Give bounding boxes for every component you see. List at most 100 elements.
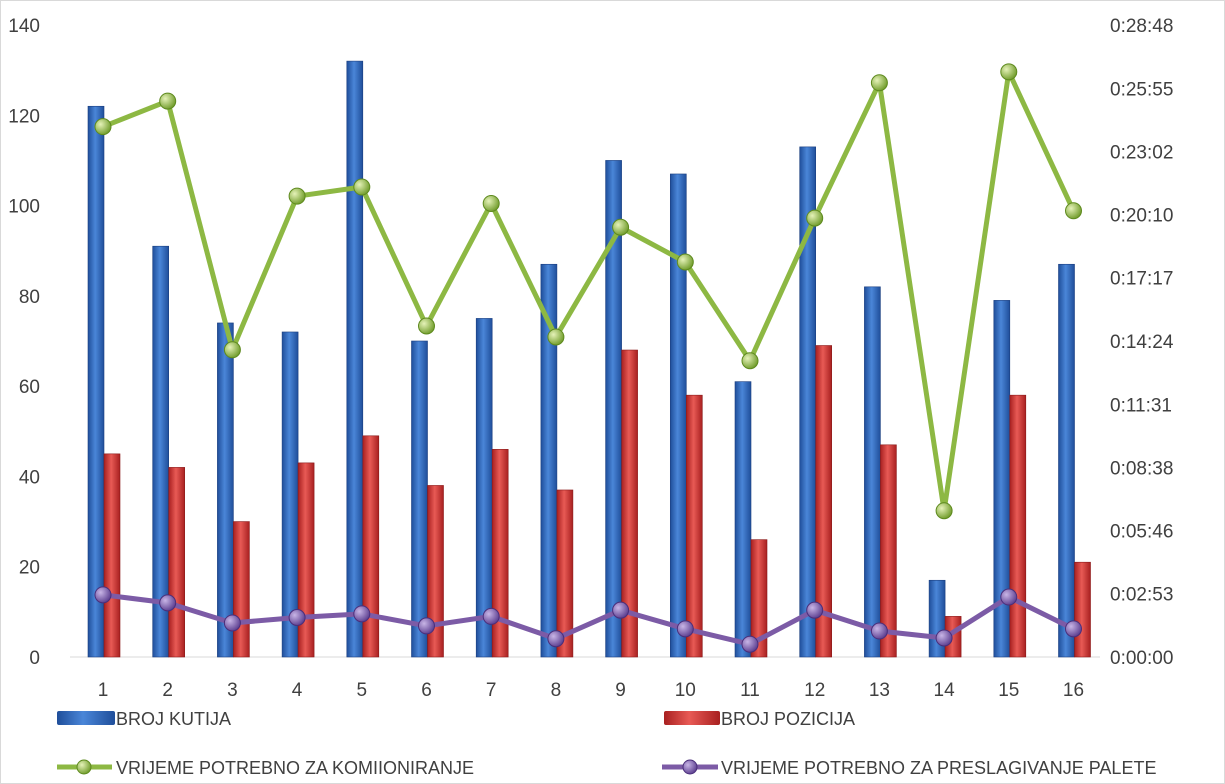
bar-broj-pozicija — [103, 453, 121, 658]
line-komiioniranje — [102, 69, 1076, 514]
x-tick-label: 10 — [675, 680, 696, 701]
legend-item-vrijeme-komiioniranje[interactable]: VRIJEME POTREBNO ZA KOMIIONIRANJE — [57, 758, 474, 778]
bar-broj-pozicija — [750, 539, 768, 658]
y-right-tick-label: 0:17:17 — [1110, 269, 1173, 290]
point-preslagivanje — [94, 586, 112, 604]
point-komiioniranje — [806, 209, 824, 227]
bar-broj-kutija — [217, 322, 234, 658]
point-komiioniranje — [353, 178, 371, 196]
bar-broj-kutija — [152, 245, 169, 658]
point-komiioniranje — [935, 502, 953, 520]
x-tick-label: 4 — [292, 680, 303, 701]
point-komiioniranje — [870, 74, 888, 92]
x-tick-label: 1 — [98, 680, 109, 701]
y-right-tick-label: 0:11:31 — [1110, 395, 1172, 416]
bar-broj-kutija — [87, 105, 105, 658]
bar-broj-kutija — [540, 263, 558, 658]
x-tick-label: 9 — [615, 680, 626, 701]
point-preslagivanje — [676, 620, 694, 638]
y-right-tick-label: 0:20:10 — [1110, 205, 1173, 226]
bar-broj-pozicija — [1009, 394, 1027, 658]
bar-broj-pozicija — [427, 485, 444, 658]
bar-broj-pozicija — [297, 462, 315, 658]
y-left-tick-label: 140 — [8, 16, 40, 37]
point-komiioniranje — [741, 352, 759, 370]
point-komiioniranje — [1000, 63, 1018, 81]
y-left-tick-label: 20 — [19, 558, 40, 579]
x-axis: 1 2 3 4 5 6 7 8 9 10 11 12 13 14 15 16 — [98, 680, 1084, 701]
point-preslagivanje — [288, 609, 306, 626]
legend-swatch-red — [664, 711, 720, 725]
bar-broj-pozicija — [621, 349, 638, 658]
y-left-tick-label: 0 — [29, 648, 40, 669]
point-preslagivanje — [547, 630, 565, 648]
legend-marker-green — [76, 759, 92, 775]
point-preslagivanje — [935, 629, 953, 647]
bar-broj-pozicija — [1074, 561, 1091, 658]
y-right-tick-label: 0:08:38 — [1110, 459, 1173, 480]
y-axis-right: 0:00:00 0:02:53 0:05:46 0:08:38 0:11:31 0:14:… — [1110, 16, 1174, 669]
bar-broj-pozicija — [556, 489, 574, 658]
bar-broj-kutija — [411, 340, 428, 658]
bar-broj-kutija — [346, 60, 364, 658]
legend-label-vrijeme-preslagivanje: VRIJEME POTREBNO ZA PRESLAGIVANJE PALETE — [721, 758, 1156, 778]
y-left-tick-label: 40 — [19, 467, 40, 488]
x-tick-label: 6 — [421, 680, 432, 701]
legend-item-broj-kutija[interactable]: BROJ KUTIJA — [57, 709, 231, 729]
y-right-tick-label: 0:05:46 — [1110, 521, 1173, 542]
bar-broj-kutija — [734, 381, 752, 658]
y-right-tick-label: 0:14:24 — [1110, 332, 1174, 353]
point-preslagivanje — [418, 617, 435, 635]
point-preslagivanje — [612, 601, 630, 619]
bar-broj-pozicija — [880, 444, 897, 658]
legend-item-vrijeme-preslagivanje[interactable]: VRIJEME POTREBNO ZA PRESLAGIVANJE PALETE — [662, 758, 1156, 778]
bars-layer — [87, 60, 1091, 658]
point-komiioniranje — [1065, 202, 1082, 220]
bar-broj-pozicija — [685, 394, 703, 658]
x-tick-label: 8 — [551, 680, 562, 701]
bar-broj-kutija — [1058, 263, 1075, 658]
x-tick-label: 7 — [486, 680, 497, 701]
point-preslagivanje — [806, 601, 824, 619]
point-komiioniranje — [159, 92, 177, 110]
bar-broj-kutija — [864, 286, 881, 658]
x-tick-label: 3 — [227, 680, 238, 701]
lines-layer — [94, 63, 1082, 653]
bar-broj-pozicija — [233, 521, 250, 658]
bar-broj-kutija — [669, 173, 687, 658]
x-tick-label: 15 — [998, 680, 1019, 701]
x-tick-label: 11 — [740, 680, 760, 701]
point-komiioniranje — [482, 194, 500, 212]
y-right-tick-label: 0:23:02 — [1110, 143, 1173, 164]
x-tick-label: 16 — [1063, 680, 1084, 701]
y-axis-left: 0 20 40 60 80 100 120 140 — [8, 16, 40, 669]
legend-label-broj-kutija: BROJ KUTIJA — [116, 709, 231, 729]
point-komiioniranje — [223, 341, 241, 359]
y-right-tick-label: 0:02:53 — [1110, 585, 1173, 606]
point-preslagivanje — [1000, 588, 1018, 606]
point-preslagivanje — [482, 607, 500, 625]
point-komiioniranje — [676, 253, 694, 271]
x-tick-label: 12 — [804, 680, 825, 701]
legend-marker-purple — [682, 759, 698, 775]
point-preslagivanje — [223, 614, 241, 632]
line-preslagivanje — [102, 592, 1075, 647]
x-tick-label: 14 — [934, 680, 956, 701]
bar-broj-kutija — [475, 318, 493, 658]
point-preslagivanje — [353, 605, 371, 623]
point-preslagivanje — [870, 622, 888, 640]
bar-broj-pozicija — [491, 449, 509, 658]
legend-label-broj-pozicija: BROJ POZICIJA — [721, 709, 855, 729]
legend-item-broj-pozicija[interactable]: BROJ POZICIJA — [664, 709, 855, 729]
y-right-tick-label: 0:00:00 — [1110, 648, 1173, 669]
point-komiioniranje — [418, 317, 435, 335]
bar-broj-kutija — [281, 331, 299, 658]
y-right-tick-label: 0:28:48 — [1110, 16, 1173, 37]
y-right-tick-label: 0:25:55 — [1110, 79, 1173, 100]
legend: BROJ KUTIJA BROJ POZICIJA VRIJEME POTREB… — [57, 709, 1156, 778]
x-tick-label: 5 — [357, 680, 368, 701]
y-left-tick-label: 80 — [19, 287, 40, 308]
bar-broj-pozicija — [815, 345, 833, 658]
bar-broj-pozicija — [168, 467, 185, 658]
